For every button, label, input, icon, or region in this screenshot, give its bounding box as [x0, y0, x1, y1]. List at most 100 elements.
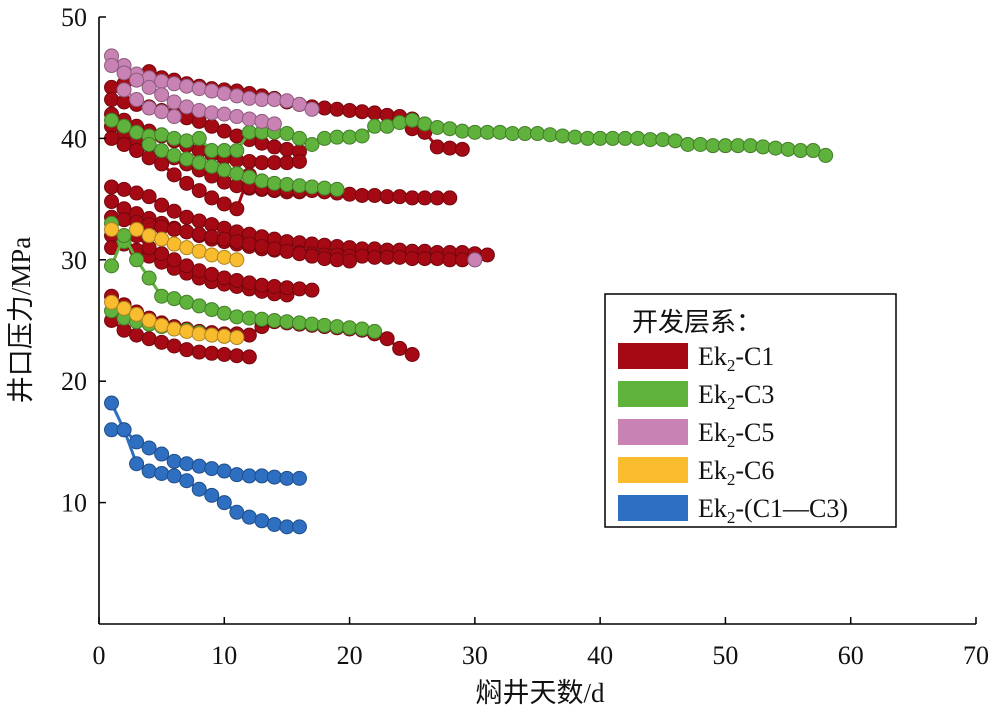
data-point — [266, 175, 282, 191]
data-point — [204, 118, 220, 134]
data-point — [241, 236, 257, 252]
data-point — [154, 104, 170, 120]
data-point — [229, 166, 245, 182]
data-point — [442, 252, 458, 268]
x-tick-label: 40 — [587, 641, 613, 670]
data-point — [417, 251, 433, 267]
data-point — [429, 190, 445, 206]
legend-swatch — [618, 495, 688, 521]
data-point — [254, 92, 270, 108]
data-point — [104, 194, 120, 210]
data-point — [667, 133, 683, 149]
data-point — [705, 138, 721, 154]
data-point — [204, 266, 220, 282]
data-point — [279, 126, 295, 142]
data-point — [179, 133, 195, 149]
data-point — [216, 123, 232, 139]
data-point — [454, 141, 470, 157]
x-axis-ticks: 0 10 20 30 40 50 60 70 — [93, 617, 989, 670]
data-point — [229, 143, 245, 159]
series-group — [104, 221, 245, 345]
data-point — [104, 58, 120, 74]
data-point — [317, 317, 333, 333]
data-point — [304, 136, 320, 152]
data-point — [291, 315, 307, 331]
data-point — [154, 87, 170, 103]
data-point — [467, 124, 483, 140]
data-point — [204, 247, 220, 263]
data-point — [479, 124, 495, 140]
series-group — [104, 395, 307, 535]
x-tick-label: 20 — [337, 641, 363, 670]
y-axis-ticks: 10 20 30 40 50 — [61, 3, 106, 518]
data-point — [254, 113, 270, 129]
data-point — [329, 252, 345, 268]
data-point — [304, 248, 320, 264]
data-point — [241, 111, 257, 127]
data-point — [655, 132, 671, 148]
data-point — [104, 422, 120, 438]
x-tick-label: 60 — [838, 641, 864, 670]
data-point — [504, 126, 520, 142]
data-point — [254, 311, 270, 327]
data-point — [768, 140, 784, 156]
data-point — [367, 187, 383, 203]
data-point — [104, 395, 120, 411]
data-point — [379, 249, 395, 265]
data-point — [229, 348, 245, 364]
data-point — [291, 470, 307, 486]
data-point — [129, 143, 145, 159]
legend-swatch — [618, 343, 688, 369]
data-point — [780, 141, 796, 157]
legend-label: Ek2-C5 — [698, 418, 774, 451]
data-point — [141, 228, 157, 244]
data-point — [291, 281, 307, 297]
data-point — [254, 238, 270, 254]
data-point — [266, 116, 282, 132]
data-point — [442, 140, 458, 156]
legend: 开发层系： Ek2-C1 Ek2-C3 Ek2-C5 Ek2-C6 Ek2-(C1—C3… — [604, 293, 897, 528]
data-point — [291, 178, 307, 194]
data-point — [154, 197, 170, 213]
data-point — [254, 155, 270, 171]
data-point — [141, 331, 157, 347]
data-point — [116, 136, 132, 152]
data-point — [266, 139, 282, 155]
data-point — [166, 167, 182, 183]
data-point — [179, 473, 195, 489]
data-point — [116, 82, 132, 98]
data-point — [191, 130, 207, 146]
data-point — [191, 183, 207, 199]
data-point — [241, 153, 257, 169]
data-point — [216, 270, 232, 286]
data-point — [342, 253, 358, 269]
data-point — [442, 121, 458, 137]
data-point — [266, 313, 282, 328]
data-point — [141, 313, 157, 328]
legend-swatch — [618, 457, 688, 483]
data-point — [154, 446, 170, 462]
data-point — [179, 294, 195, 310]
legend-label: Ek2-(C1—C3) — [698, 494, 848, 527]
data-point — [317, 180, 333, 196]
data-point — [116, 65, 132, 81]
data-point — [567, 129, 583, 145]
data-point — [229, 109, 245, 125]
data-point — [179, 175, 195, 191]
data-point — [191, 326, 207, 342]
x-tick-label: 50 — [712, 641, 738, 670]
data-point — [191, 481, 207, 497]
data-point — [605, 130, 621, 146]
data-point — [166, 221, 182, 237]
data-point — [291, 519, 307, 535]
data-point — [279, 177, 295, 193]
data-point — [279, 243, 295, 259]
data-point — [166, 147, 182, 163]
data-point — [354, 248, 370, 264]
data-point — [717, 138, 733, 154]
data-point — [166, 109, 182, 125]
data-point — [129, 124, 145, 140]
data-point — [179, 209, 195, 225]
data-point — [129, 456, 145, 472]
